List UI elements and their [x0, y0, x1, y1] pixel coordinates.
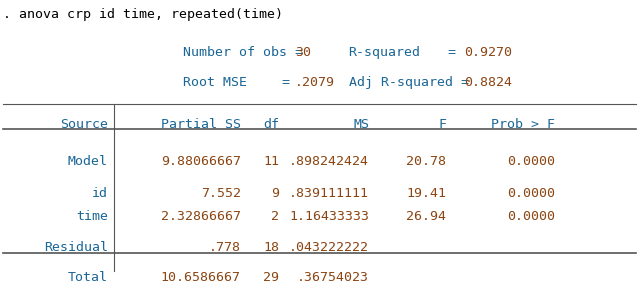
Text: R-squared: R-squared [349, 46, 421, 59]
Text: .778: .778 [209, 241, 241, 255]
Text: 26.94: 26.94 [406, 209, 446, 223]
Text: time: time [76, 209, 108, 223]
Text: 0.9270: 0.9270 [464, 46, 512, 59]
Text: df: df [263, 118, 279, 131]
Text: .36754023: .36754023 [297, 270, 369, 284]
Text: Source: Source [60, 118, 108, 131]
Text: 2.32866667: 2.32866667 [160, 209, 241, 223]
Text: 11: 11 [263, 155, 279, 168]
Text: 0.8824: 0.8824 [464, 76, 512, 89]
Text: 0.0000: 0.0000 [507, 187, 555, 200]
Text: Number of obs =: Number of obs = [183, 46, 303, 59]
Text: F: F [438, 118, 446, 131]
Text: Root MSE: Root MSE [183, 76, 247, 89]
Text: 7.552: 7.552 [201, 187, 241, 200]
Text: =: = [281, 76, 289, 89]
Text: Total: Total [68, 270, 108, 284]
Text: Residual: Residual [44, 241, 108, 255]
Text: 1.16433333: 1.16433333 [289, 209, 369, 223]
Text: 18: 18 [263, 241, 279, 255]
Text: =: = [447, 46, 455, 59]
Text: MS: MS [353, 118, 369, 131]
Text: id: id [92, 187, 108, 200]
Text: .839111111: .839111111 [289, 187, 369, 200]
Text: Partial SS: Partial SS [160, 118, 241, 131]
Text: 29: 29 [263, 270, 279, 284]
Text: Adj R-squared =: Adj R-squared = [349, 76, 469, 89]
Text: .898242424: .898242424 [289, 155, 369, 168]
Text: 0.0000: 0.0000 [507, 209, 555, 223]
Text: 30: 30 [295, 46, 311, 59]
Text: 0.0000: 0.0000 [507, 155, 555, 168]
Text: Model: Model [68, 155, 108, 168]
Text: 2: 2 [272, 209, 279, 223]
Text: .2079: .2079 [295, 76, 335, 89]
Text: .043222222: .043222222 [289, 241, 369, 255]
Text: 20.78: 20.78 [406, 155, 446, 168]
Text: 9.88066667: 9.88066667 [160, 155, 241, 168]
Text: . anova crp id time, repeated(time): . anova crp id time, repeated(time) [3, 8, 283, 21]
Text: 10.6586667: 10.6586667 [160, 270, 241, 284]
Text: Prob > F: Prob > F [491, 118, 555, 131]
Text: 9: 9 [272, 187, 279, 200]
Text: 19.41: 19.41 [406, 187, 446, 200]
